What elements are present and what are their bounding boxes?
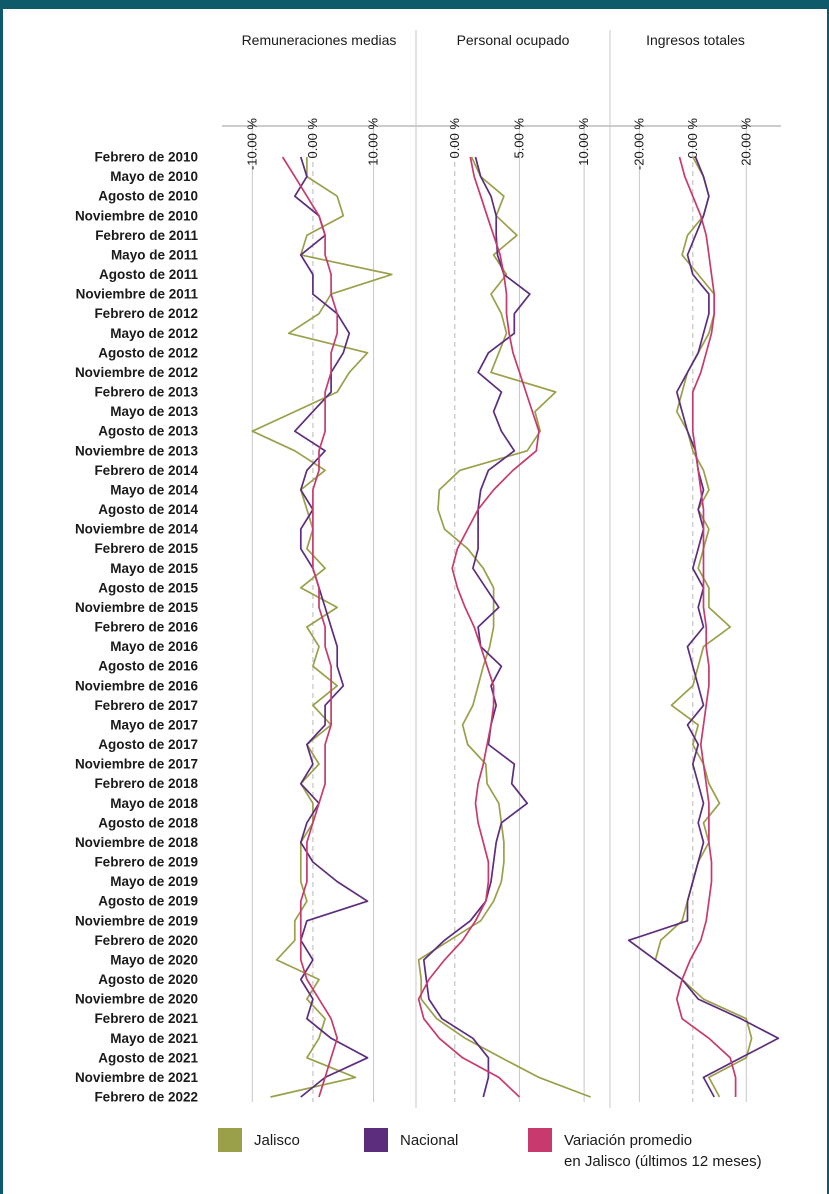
series-line-nacional: [422, 156, 531, 1098]
tick-label: 10.00 %: [576, 118, 591, 166]
chart-panels: Remuneraciones medias -10.00 % 0.00 % 10.00…: [222, 30, 781, 1108]
row-label: Agosto de 2017: [98, 737, 198, 752]
row-label: Febrero de 2015: [94, 541, 198, 556]
tick-label: 10.00 %: [366, 118, 381, 166]
row-label: Noviembre de 2012: [75, 365, 198, 380]
row-label: Febrero de 2014: [94, 463, 198, 478]
panel-title: Ingresos totales: [646, 32, 745, 48]
row-label: Agosto de 2021: [98, 1050, 198, 1065]
tick-label: 0.00 %: [685, 118, 700, 159]
row-labels: Febrero de 2010 Mayo de 2010 Agosto de 201…: [75, 150, 199, 1105]
row-label: Noviembre de 2017: [75, 757, 198, 772]
tick-label: -20.00 %: [631, 118, 646, 170]
row-label: Noviembre de 2020: [75, 992, 198, 1007]
row-label: Febrero de 2018: [94, 776, 198, 791]
row-label: Noviembre de 2014: [75, 522, 199, 537]
row-label: Febrero de 2011: [95, 228, 198, 243]
row-label: Noviembre de 2013: [75, 443, 199, 458]
row-label: Agosto de 2012: [98, 345, 198, 360]
tick-label: 5.00 %: [511, 118, 526, 159]
row-label: Agosto de 2020: [98, 972, 198, 987]
panel-title: Personal ocupado: [457, 32, 570, 48]
top-accent-bar: [0, 0, 829, 9]
legend-swatch: [528, 1128, 552, 1152]
tick-label: 20.00 %: [738, 118, 753, 166]
row-label: Noviembre de 2016: [75, 678, 199, 693]
legend-swatch: [364, 1128, 388, 1152]
row-label: Mayo de 2020: [110, 952, 198, 967]
row-label: Agosto de 2015: [98, 580, 198, 595]
panel-1: Remuneraciones medias -10.00 % 0.00 % 10.00…: [242, 32, 397, 1102]
row-label: Febrero de 2017: [94, 698, 198, 713]
row-label: Febrero de 2020: [94, 933, 198, 948]
series-line-jalisco: [417, 156, 591, 1098]
row-label: Noviembre de 2010: [75, 208, 198, 223]
row-label: Noviembre de 2015: [75, 600, 199, 615]
row-label: Agosto de 2014: [98, 502, 198, 517]
row-label: Febrero de 2022: [94, 1090, 198, 1105]
row-label: Agosto de 2011: [99, 267, 199, 282]
row-label: Mayo de 2019: [110, 874, 198, 889]
row-label: Mayo de 2015: [110, 561, 198, 576]
row-label: Noviembre de 2021: [75, 1070, 199, 1085]
tick-label: -10.00 %: [244, 118, 259, 170]
panel-3: Ingresos totales -20.00 % 0.00 % 20.00 %: [609, 30, 780, 1108]
row-label: Febrero de 2013: [94, 385, 198, 400]
left-frame-edge: [0, 0, 3, 1194]
row-label: Febrero de 2016: [94, 620, 198, 635]
row-label: Noviembre de 2019: [75, 913, 198, 928]
legend-label: Nacional: [400, 1132, 458, 1149]
tick-label: 0.00 %: [305, 118, 320, 159]
legend-label: Variación promedio: [564, 1132, 692, 1149]
row-label: Agosto de 2016: [98, 659, 198, 674]
row-label: Febrero de 2021: [94, 1011, 198, 1026]
chart-legend: Jalisco Nacional Variación promedio en Jali…: [218, 1128, 762, 1170]
row-label: Agosto de 2019: [98, 894, 198, 909]
tick-label: 0.00 %: [447, 118, 462, 159]
series-line-promedio: [281, 156, 339, 1098]
row-label: Mayo de 2017: [110, 717, 198, 732]
row-label: Noviembre de 2011: [76, 287, 199, 302]
row-label: Mayo de 2021: [110, 1031, 198, 1046]
row-label: Mayo de 2012: [110, 326, 198, 341]
row-label: Mayo de 2013: [110, 404, 198, 419]
right-frame-edge: [827, 0, 829, 1194]
panel-2: Personal ocupado 0.00 % 5.00 % 10.00 %: [415, 30, 591, 1108]
row-label: Mayo de 2018: [110, 796, 198, 811]
series-line-nacional: [627, 156, 780, 1098]
row-label: Febrero de 2010: [94, 150, 198, 165]
series-line-promedio: [417, 156, 540, 1098]
panel-title: Remuneraciones medias: [242, 32, 397, 48]
series-line-nacional: [293, 156, 369, 1098]
series-line-promedio: [675, 156, 737, 1097]
row-label: Agosto de 2013: [98, 424, 198, 439]
row-label: Mayo de 2011: [111, 247, 199, 262]
row-label: Mayo de 2010: [110, 169, 198, 184]
row-label: Febrero de 2019: [94, 855, 198, 870]
series-line-jalisco: [251, 157, 393, 1098]
legend-swatch: [218, 1128, 242, 1152]
row-label: Mayo de 2016: [110, 639, 198, 654]
legend-label: Jalisco: [254, 1132, 300, 1149]
legend-label: en Jalisco (últimos 12 meses): [564, 1153, 762, 1170]
row-label: Noviembre de 2018: [75, 835, 199, 850]
row-label: Agosto de 2010: [98, 189, 198, 204]
row-label: Agosto de 2018: [98, 815, 198, 830]
row-label: Mayo de 2014: [110, 482, 198, 497]
row-label: Febrero de 2012: [94, 306, 198, 321]
